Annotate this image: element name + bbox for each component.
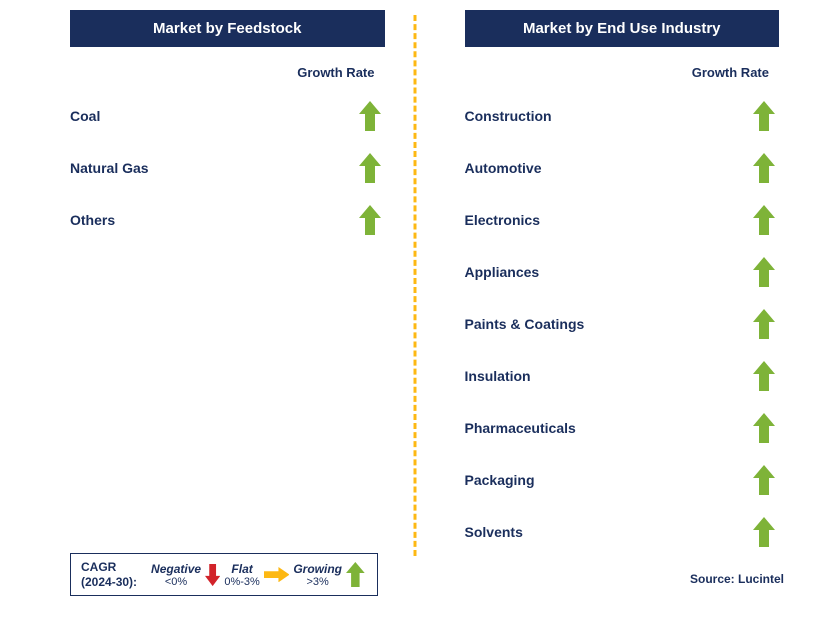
growth-arrow bbox=[749, 465, 779, 495]
market-row: Insulation bbox=[465, 350, 780, 402]
legend-item: Flat0%-3% bbox=[224, 562, 259, 588]
arrow-up-icon bbox=[346, 562, 365, 588]
legend-title: CAGR (2024-30): bbox=[81, 560, 137, 589]
growth-arrow bbox=[749, 205, 779, 235]
legend-arrow bbox=[344, 562, 367, 588]
market-row-label: Others bbox=[70, 212, 115, 228]
legend-item-label: Flat bbox=[231, 562, 252, 576]
market-row-label: Paints & Coatings bbox=[465, 316, 585, 332]
market-row: Electronics bbox=[465, 194, 780, 246]
arrow-up-icon bbox=[753, 153, 775, 183]
growth-rate-label: Growth Rate bbox=[465, 65, 780, 80]
market-row: Paints & Coatings bbox=[465, 298, 780, 350]
growth-arrow bbox=[749, 101, 779, 131]
legend-item-range: 0%-3% bbox=[224, 576, 259, 588]
cagr-legend: CAGR (2024-30): Negative<0% Flat0%-3% Gr… bbox=[70, 553, 378, 596]
arrow-up-icon bbox=[359, 153, 381, 183]
right-panel: Market by End Use Industry Growth Rate C… bbox=[425, 10, 810, 606]
arrow-up-icon bbox=[753, 257, 775, 287]
arrow-up-icon bbox=[753, 101, 775, 131]
arrow-down-icon bbox=[205, 564, 220, 586]
growth-arrow bbox=[749, 309, 779, 339]
legend-item: Negative<0% bbox=[151, 562, 201, 588]
legend-item-range: >3% bbox=[307, 576, 329, 588]
left-panel-title: Market by Feedstock bbox=[70, 10, 385, 47]
arrow-up-icon bbox=[359, 101, 381, 131]
market-row-label: Packaging bbox=[465, 472, 535, 488]
market-row-label: Electronics bbox=[465, 212, 540, 228]
arrow-up-icon bbox=[753, 517, 775, 547]
market-row-label: Natural Gas bbox=[70, 160, 149, 176]
legend-item: Growing>3% bbox=[293, 562, 342, 588]
growth-arrow bbox=[749, 257, 779, 287]
market-row-label: Solvents bbox=[465, 524, 523, 540]
legend-item-range: <0% bbox=[165, 576, 187, 588]
market-row-label: Appliances bbox=[465, 264, 540, 280]
vertical-divider bbox=[413, 15, 416, 556]
legend-title-line2: (2024-30): bbox=[81, 575, 137, 589]
growth-arrow bbox=[749, 153, 779, 183]
legend-arrow bbox=[262, 567, 292, 582]
arrow-up-icon bbox=[359, 205, 381, 235]
source-label: Source: Lucintel bbox=[690, 572, 784, 586]
market-row-label: Insulation bbox=[465, 368, 531, 384]
right-panel-title: Market by End Use Industry bbox=[465, 10, 780, 47]
legend-arrow bbox=[203, 564, 222, 586]
market-row: Pharmaceuticals bbox=[465, 402, 780, 454]
growth-rate-label: Growth Rate bbox=[70, 65, 385, 80]
growth-arrow bbox=[749, 361, 779, 391]
arrow-right-icon bbox=[264, 567, 290, 582]
right-rows: Construction Automotive Electronics Appl… bbox=[465, 90, 780, 558]
market-row: Natural Gas bbox=[70, 142, 385, 194]
market-row: Solvents bbox=[465, 506, 780, 558]
market-row: Coal bbox=[70, 90, 385, 142]
arrow-up-icon bbox=[753, 361, 775, 391]
growth-arrow bbox=[749, 413, 779, 443]
arrow-up-icon bbox=[753, 413, 775, 443]
growth-arrow bbox=[749, 517, 779, 547]
market-row-label: Construction bbox=[465, 108, 552, 124]
market-row-label: Coal bbox=[70, 108, 100, 124]
market-row: Packaging bbox=[465, 454, 780, 506]
left-rows: Coal Natural Gas Others bbox=[70, 90, 385, 246]
growth-arrow bbox=[355, 101, 385, 131]
market-row: Appliances bbox=[465, 246, 780, 298]
growth-arrow bbox=[355, 205, 385, 235]
growth-arrow bbox=[355, 153, 385, 183]
market-row: Automotive bbox=[465, 142, 780, 194]
arrow-up-icon bbox=[753, 465, 775, 495]
legend-item-label: Negative bbox=[151, 562, 201, 576]
left-panel: Market by Feedstock Growth Rate Coal Nat… bbox=[20, 10, 425, 606]
legend-item-label: Growing bbox=[293, 562, 342, 576]
legend-title-line1: CAGR bbox=[81, 560, 116, 574]
market-row-label: Pharmaceuticals bbox=[465, 420, 576, 436]
arrow-up-icon bbox=[753, 309, 775, 339]
arrow-up-icon bbox=[753, 205, 775, 235]
market-row: Others bbox=[70, 194, 385, 246]
market-row-label: Automotive bbox=[465, 160, 542, 176]
market-row: Construction bbox=[465, 90, 780, 142]
